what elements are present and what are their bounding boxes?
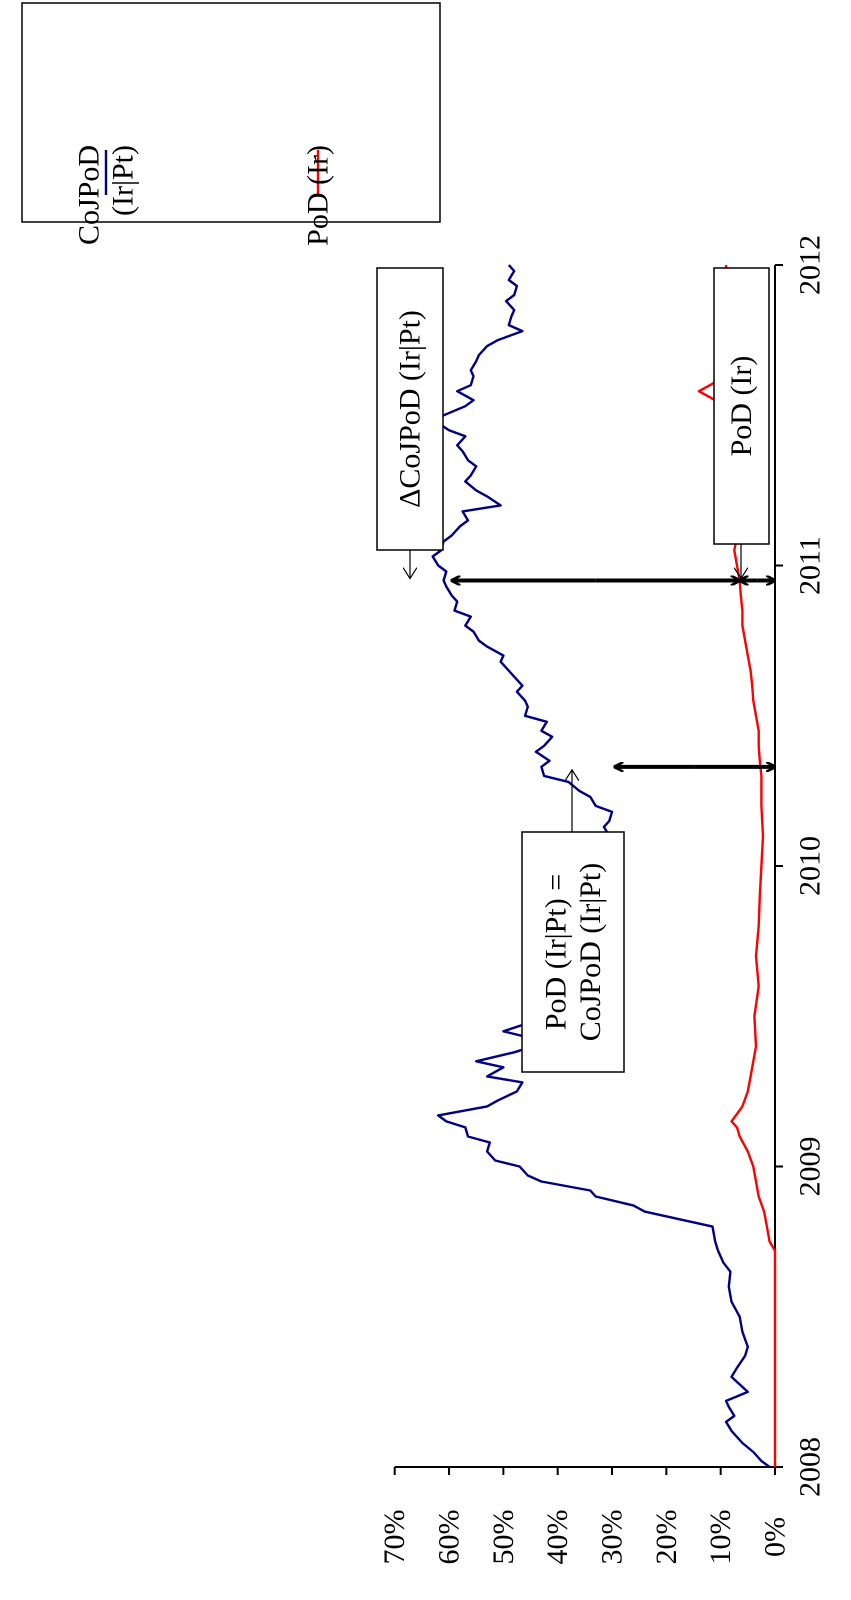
- value-tick-label: 10%: [704, 1510, 737, 1565]
- annotations: ΔCoJPoD (Ir|Pt) PoD (Ir) PoD (Ir|Pt) = CoJP…: [376, 267, 775, 1073]
- value-tick-label: 50%: [487, 1510, 520, 1565]
- pod-ir-annotation-text: PoD (Ir): [725, 356, 758, 457]
- value-tick-label: 30%: [596, 1510, 629, 1565]
- delta-cojpod-annotation-box: [376, 267, 444, 551]
- value-tick-label: 60%: [433, 1510, 466, 1565]
- value-tick-label: 20%: [650, 1510, 683, 1565]
- legend-label: (Ir|Pt): [107, 145, 140, 216]
- axes: 0% 10% 20% 30% 40% 50% 60% 70% 2008 2009 2010 2011 2…: [378, 235, 826, 1565]
- date-tick-label: 2009: [794, 1137, 827, 1197]
- pod-ir-annotation-box: [713, 267, 770, 545]
- legend-label: PoD (Ir): [302, 145, 335, 246]
- value-tick-label: 40%: [541, 1510, 574, 1565]
- pod-ir-pt-annotation-text: PoD (Ir|Pt) =: [539, 874, 572, 1030]
- delta-cojpod-annotation-text: ΔCoJPoD (Ir|Pt): [394, 310, 427, 508]
- value-tick-label: 70%: [378, 1510, 411, 1565]
- legend-box: [21, 2, 441, 223]
- date-tick-label: 2012: [794, 235, 827, 295]
- date-tick-label: 2008: [794, 1437, 827, 1497]
- pod-ir-pt-annotation-box: [521, 831, 625, 1073]
- legend-label: CoJPoD: [73, 145, 106, 245]
- date-tick-label: 2011: [794, 536, 827, 595]
- date-tick-label: 2010: [794, 836, 827, 896]
- value-tick-label: 0%: [759, 1517, 792, 1557]
- pod-ir-pt-annotation-text: CoJPoD (Ir|Pt): [574, 863, 607, 1042]
- legend: CoJPoD (Ir|Pt) PoD (Ir): [21, 2, 441, 246]
